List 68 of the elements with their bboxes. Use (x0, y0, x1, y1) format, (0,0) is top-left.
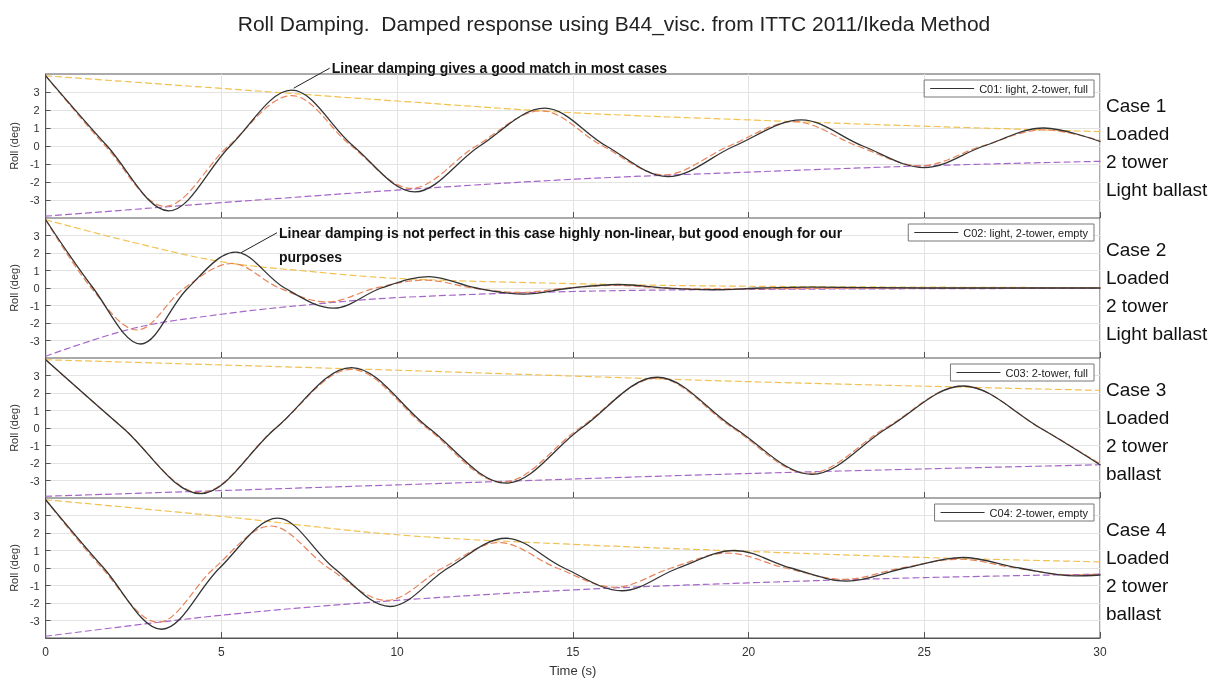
line-series (45, 359, 1101, 391)
y-tick-label: -3 (29, 614, 40, 627)
y-tick-label: 2 (33, 387, 40, 399)
y-tick-label: -2 (29, 317, 40, 329)
text: Case 1 (1106, 95, 1167, 116)
text: 2 tower (1106, 575, 1169, 596)
line-series (45, 464, 1101, 497)
y-tick-label: 1 (33, 122, 40, 134)
text: ballast (1106, 463, 1162, 484)
x-tick-label: 10 (390, 645, 405, 659)
y-axis-title: Roll (deg) (7, 404, 20, 452)
legend-label: C04: 2-tower, empty (989, 506, 1089, 519)
y-tick-label: -1 (29, 579, 40, 592)
legend-label: C01: light, 2-tower, full (979, 82, 1089, 95)
y-tick-label: 1 (33, 404, 40, 417)
text: Case 3 (1106, 379, 1167, 400)
y-axis-title: Roll (deg) (7, 122, 20, 170)
y-tick-label: 2 (33, 247, 40, 259)
y-tick-label: -2 (29, 457, 40, 469)
annotation: Linear damping is not perfect in this case highly non-linear, but good enough for our purposes (278, 224, 846, 265)
y-tick-label: -1 (29, 158, 40, 170)
y-tick-label: -2 (29, 176, 40, 188)
annotation: Linear damping gives a good match in most cases (331, 60, 668, 77)
text: 2 tower (1106, 295, 1169, 316)
text: Loaded (1106, 407, 1170, 428)
line-series (45, 75, 1101, 133)
y-tick-label: 3 (33, 509, 40, 522)
text: 2 tower (1106, 151, 1169, 172)
x-tick-label: 30 (1093, 645, 1107, 659)
text: ballast (1106, 603, 1162, 624)
text: Case 2 (1106, 239, 1167, 260)
y-axis-title: Roll (deg) (7, 264, 20, 312)
x-tick-label: 25 (917, 645, 932, 659)
x-tick-label: 20 (741, 645, 756, 659)
x-tick-label: 0 (42, 645, 50, 659)
y-tick-label: 3 (33, 229, 40, 242)
y-tick-label: 2 (33, 527, 40, 539)
y-tick-label: -3 (29, 194, 40, 206)
y-tick-label: 1 (33, 544, 40, 557)
legend-label: C03: 2-tower, full (1005, 366, 1089, 379)
y-tick-label: -3 (29, 334, 40, 347)
text: Light ballast (1106, 323, 1209, 344)
y-tick-label: 0 (33, 562, 40, 574)
y-tick-label: -3 (29, 474, 40, 487)
text: Loaded (1106, 267, 1170, 288)
y-tick-label: 3 (33, 86, 40, 98)
chart-title: Roll Damping. Damped response using B44_visc. from ITTC 2011/Ikeda Method (237, 12, 991, 36)
y-tick-label: -1 (29, 439, 40, 452)
text: Loaded (1106, 123, 1170, 144)
line-series (45, 499, 1101, 563)
text: Loaded (1106, 547, 1170, 568)
text: 2 tower (1106, 435, 1169, 456)
y-tick-label: -1 (29, 299, 40, 312)
legend-label: C02: light, 2-tower, empty (963, 226, 1089, 239)
y-tick-label: 2 (33, 104, 40, 116)
y-tick-label: 0 (33, 422, 40, 434)
y-tick-label: 3 (33, 369, 40, 382)
y-tick-label: 1 (33, 264, 40, 277)
y-axis-title: Roll (deg) (7, 544, 20, 592)
line-series (45, 160, 1101, 217)
x-axis-title: Time (s) (549, 663, 597, 678)
x-tick-label: 15 (566, 645, 580, 659)
text: Case 4 (1106, 519, 1167, 540)
y-tick-label: 0 (33, 140, 40, 152)
x-tick-label: 5 (218, 645, 226, 659)
y-tick-label: -2 (29, 597, 40, 609)
text: Light ballast (1106, 179, 1209, 200)
y-tick-label: 0 (33, 282, 40, 294)
